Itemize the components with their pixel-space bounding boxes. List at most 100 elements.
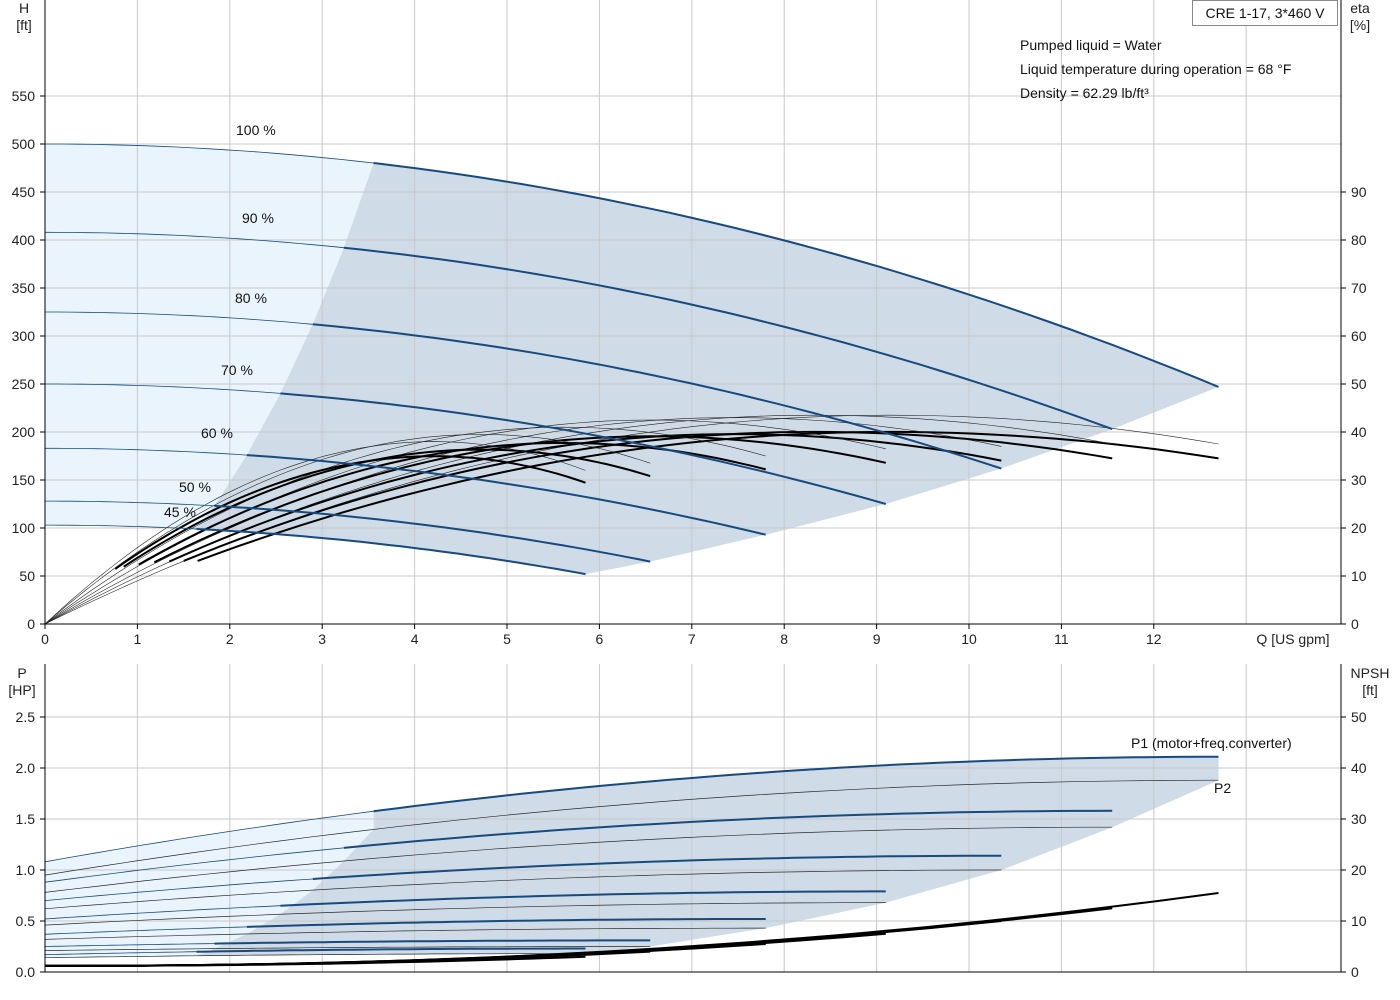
eta-curve xyxy=(183,430,1113,562)
liquid-info-line-1: Pumped liquid = Water xyxy=(1020,37,1162,53)
head-panel: 100 %90 %80 %70 %60 %50 %45 %0 1 2 3 4 5 6 7 8 9 1… xyxy=(12,0,1370,647)
y-tick-label-right: 80 xyxy=(1351,232,1367,248)
y-axis-title-left: H xyxy=(19,0,29,16)
y-axis-title-right: NPSH xyxy=(1351,665,1390,681)
p1-curve xyxy=(246,918,766,928)
p2-label: P2 xyxy=(1214,780,1231,796)
p2-curve xyxy=(44,826,1113,893)
x-tick-label: 8 xyxy=(780,631,788,647)
y-tick-label-left: 550 xyxy=(12,88,36,104)
head-curve-thin xyxy=(44,231,344,249)
y-tick-label-right: 50 xyxy=(1351,709,1367,725)
p1-curve-thin xyxy=(44,810,374,863)
y-tick-label-left: 500 xyxy=(12,136,36,152)
pump-model: CRE 1-17, 3*460 V xyxy=(1205,5,1325,21)
eta-curve-thin xyxy=(44,417,1002,625)
x-tick-label: 12 xyxy=(1146,631,1162,647)
x-tick-label: 4 xyxy=(411,631,419,647)
eta-curve xyxy=(197,430,1219,562)
y-axis-unit-left: [HP] xyxy=(8,682,35,698)
y-tick-label-left: 100 xyxy=(12,520,36,536)
npsh-curve xyxy=(45,955,586,967)
y-tick-label-left: 350 xyxy=(12,280,36,296)
y-tick-label-right: 60 xyxy=(1351,328,1367,344)
x-axis-title: Q [US gpm] xyxy=(1256,631,1329,647)
y-axis-unit-left: [ft] xyxy=(16,17,32,33)
y-tick-label-left: 1.5 xyxy=(16,811,36,827)
y-axis-unit-right: [ft] xyxy=(1362,682,1378,698)
liquid-info: Pumped liquid = Water Liquid temperature… xyxy=(1020,33,1340,105)
y-tick-label-right: 30 xyxy=(1351,472,1367,488)
x-tick-label: 7 xyxy=(688,631,696,647)
eta-curve-thin xyxy=(44,434,651,625)
x-tick-label: 0 xyxy=(41,631,49,647)
head-curve xyxy=(343,246,1113,431)
y-tick-label-right: 30 xyxy=(1351,811,1367,827)
power-panel: 0.0 0.5 1.0 1.5 2.0 2.5 0 10 20 30 40 50 P[HP] NPSH[f… xyxy=(8,664,1389,980)
y-tick-label-right: 0 xyxy=(1351,616,1359,632)
eta-curve-thin xyxy=(44,426,766,625)
liquid-info-line-2: Liquid temperature during operation = 68… xyxy=(1020,61,1292,77)
y-axis-title-right: eta xyxy=(1350,0,1370,16)
y-tick-label-left: 0 xyxy=(27,616,35,632)
p1-curve-thin xyxy=(44,943,215,947)
y-tick-label-left: 50 xyxy=(19,568,35,584)
y-tick-label-right: 10 xyxy=(1351,913,1367,929)
y-tick-label-right: 20 xyxy=(1351,520,1367,536)
eta-curve xyxy=(123,448,651,568)
liquid-info-line-3: Density = 62.29 lb/ft³ xyxy=(1020,85,1149,101)
y-tick-label-right: 0 xyxy=(1351,964,1359,980)
y-axis-unit-right: [%] xyxy=(1350,17,1370,33)
p2-curve xyxy=(44,946,651,951)
y-tick-label-left: 2.5 xyxy=(16,709,36,725)
p1-curve xyxy=(373,755,1219,813)
p2-curve xyxy=(44,779,1219,876)
x-tick-label: 1 xyxy=(134,631,142,647)
p2-curve xyxy=(44,869,1002,910)
y-tick-label-right: 70 xyxy=(1351,280,1367,296)
x-tick-label: 3 xyxy=(318,631,326,647)
y-tick-label-right: 40 xyxy=(1351,760,1367,776)
head-curve-thin xyxy=(45,447,247,456)
pump-model-box: CRE 1-17, 3*460 V xyxy=(1192,0,1338,26)
p1-curve-thin xyxy=(44,926,247,935)
p1-label: P1 (motor+freq.converter) xyxy=(1131,735,1292,751)
head-curve-thin xyxy=(45,500,215,507)
x-tick-label: 10 xyxy=(961,631,977,647)
speed-label: 100 % xyxy=(236,122,276,138)
y-tick-label-left: 400 xyxy=(12,232,36,248)
p1-curve xyxy=(312,854,1002,880)
head-curve-thin xyxy=(45,383,281,394)
y-tick-label-left: 300 xyxy=(12,328,36,344)
y-tick-label-right: 40 xyxy=(1351,424,1367,440)
p1-curve xyxy=(280,890,886,907)
x-tick-label: 2 xyxy=(226,631,234,647)
p1-curve xyxy=(214,939,651,945)
p1-curve-thin xyxy=(44,951,197,956)
x-tick-label: 5 xyxy=(503,631,511,647)
head-curve xyxy=(373,162,1219,388)
speed-label: 70 % xyxy=(221,362,253,378)
p1-curve xyxy=(343,809,1113,849)
operating-area xyxy=(196,756,1219,956)
p2-curve xyxy=(44,902,886,926)
x-tick-label: 11 xyxy=(1054,631,1069,647)
y-tick-label-left: 2.0 xyxy=(16,760,36,776)
head-curve xyxy=(312,323,1002,470)
head-curve xyxy=(246,454,766,536)
y-tick-label-left: 200 xyxy=(12,424,36,440)
y-tick-label-right: 90 xyxy=(1351,184,1367,200)
y-tick-label-left: 450 xyxy=(12,184,36,200)
y-tick-label-right: 50 xyxy=(1351,376,1367,392)
head-curve-thin xyxy=(45,143,374,164)
x-tick-label: 6 xyxy=(596,631,604,647)
y-tick-label-left: 0.5 xyxy=(16,913,36,929)
head-curve xyxy=(214,504,651,563)
p2-curve xyxy=(44,927,766,940)
speed-label: 60 % xyxy=(201,425,233,441)
p1-curve-thin xyxy=(44,878,313,901)
y-tick-label-left: 1.0 xyxy=(16,862,36,878)
x-tick-label: 9 xyxy=(873,631,881,647)
p1-curve-thin xyxy=(44,905,281,920)
